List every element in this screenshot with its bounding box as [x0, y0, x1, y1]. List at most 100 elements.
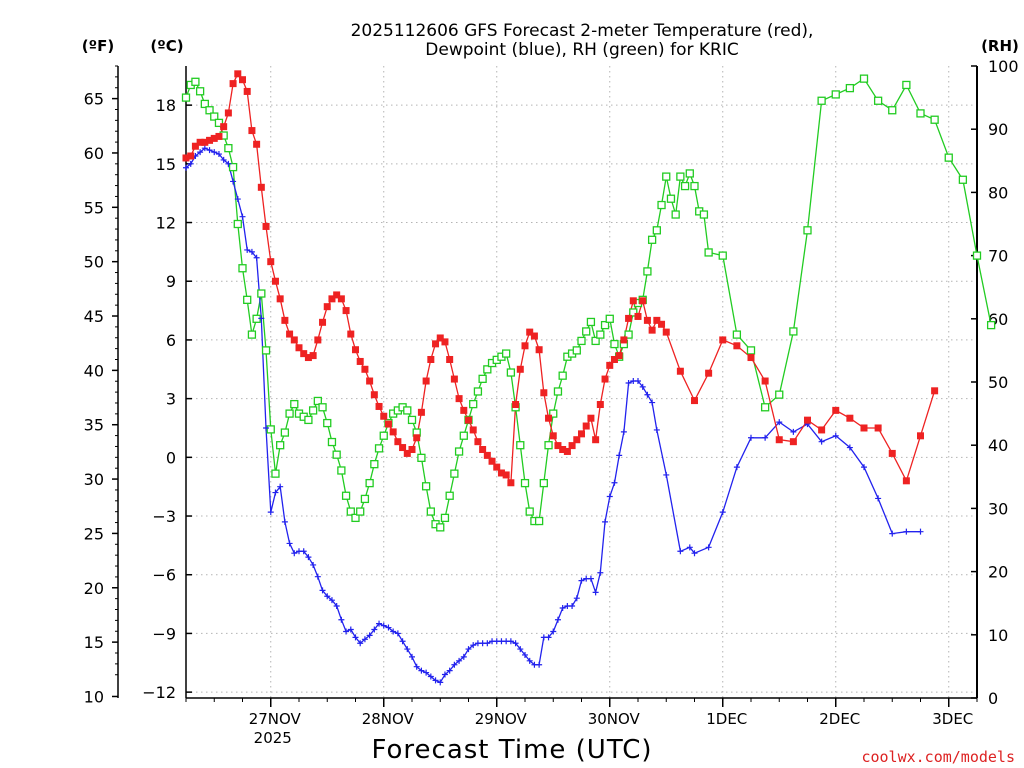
rh-point — [243, 295, 252, 304]
rh-point — [558, 371, 567, 380]
chart-title-line-2: Dewpoint (blue), RH (green) for KRIC — [425, 40, 738, 60]
rh-tick-label: 50 — [988, 373, 1008, 392]
rh-point — [341, 491, 351, 500]
fahrenheit-tick-label: 20 — [84, 579, 104, 598]
temperature-point — [328, 295, 336, 303]
rh-point — [888, 106, 897, 115]
celsius-tick-label: −6 — [152, 566, 176, 585]
dewpoint-point — [314, 573, 321, 580]
rh-point — [680, 181, 690, 191]
temperature-point — [267, 258, 275, 266]
temperature-point — [860, 424, 868, 432]
fahrenheit-unit-label: (ºF) — [82, 37, 114, 55]
day-tick-label: 28NOV — [362, 710, 415, 728]
rh-point — [280, 428, 290, 437]
rh-point — [605, 314, 614, 323]
temperature-point — [196, 138, 204, 146]
rh-point — [629, 308, 638, 317]
temperature-point — [846, 414, 854, 422]
temperature-point — [465, 416, 472, 424]
fahrenheit-tick-label: 10 — [84, 687, 104, 706]
rh-point — [318, 403, 327, 412]
temperature-point — [917, 432, 924, 440]
rh-point — [746, 346, 756, 355]
dewpoint-point — [526, 657, 533, 664]
rh-point — [285, 409, 294, 418]
temperature-point — [455, 395, 463, 403]
temperature-point — [413, 434, 421, 442]
temperature-point — [399, 444, 407, 452]
temperature-point — [187, 152, 195, 160]
temperature-point — [422, 377, 430, 385]
rh-point — [516, 441, 525, 450]
rh-point — [610, 339, 619, 349]
dewpoint-point — [371, 626, 378, 633]
temperature-point — [483, 451, 491, 459]
temperature-point — [210, 134, 218, 142]
fahrenheit-tick-label: 25 — [84, 524, 104, 543]
rh-point — [290, 399, 299, 409]
temperature-point — [662, 328, 670, 336]
rh-point — [690, 181, 699, 191]
temperature-point — [888, 449, 896, 457]
dewpoint-point — [762, 434, 769, 441]
temperature-point — [653, 316, 661, 324]
rh-point — [831, 90, 840, 99]
dewpoint-point — [333, 603, 340, 610]
dewpoint-point — [606, 493, 613, 500]
dewpoint-point — [418, 667, 425, 674]
rh-point — [436, 523, 445, 532]
temperature-point — [220, 123, 228, 131]
rh-point — [676, 172, 685, 181]
rh-point — [534, 516, 544, 526]
rh-tick-label: 10 — [988, 626, 1008, 645]
temperature-point — [733, 342, 741, 350]
dewpoint-point — [573, 595, 580, 602]
celsius-tick-label: 0 — [166, 448, 176, 467]
fahrenheit-tick-label: 40 — [84, 361, 104, 380]
dewpoint-point — [635, 378, 641, 385]
temperature-point — [610, 355, 618, 363]
dewpoint-point — [427, 673, 434, 680]
dewpoint-point — [230, 178, 237, 185]
dewpoint-point — [677, 548, 684, 555]
temperature-point — [446, 355, 454, 363]
temperature-point — [804, 416, 811, 424]
dewpoint-point — [338, 616, 345, 623]
dewpoint-point — [380, 622, 387, 629]
rh-line — [185, 77, 992, 529]
temperature-point — [394, 438, 402, 446]
source-credit[interactable]: coolwx.com/models — [861, 748, 1015, 766]
rh-tick-label: 100 — [988, 57, 1019, 76]
temperature-point — [370, 391, 378, 399]
dewpoint-point — [319, 587, 326, 594]
temperature-point — [417, 408, 425, 416]
rh-point — [210, 112, 219, 121]
rh-point — [473, 387, 483, 396]
rh-point — [817, 96, 826, 105]
rh-point — [356, 507, 365, 516]
dewpoint-point — [620, 428, 627, 435]
dewpoint-point — [409, 653, 415, 660]
rh-point — [454, 447, 464, 456]
fahrenheit-tick-label: 65 — [84, 90, 104, 109]
dewpoint-point — [691, 550, 698, 557]
temperature-point — [563, 447, 571, 455]
temperature-point — [286, 330, 294, 338]
dewpoint-point — [705, 544, 712, 551]
dewpoint-point — [244, 246, 251, 253]
temperature-point — [629, 297, 637, 305]
rh-point — [365, 478, 374, 488]
temperature-point — [592, 436, 600, 444]
rh-point — [544, 441, 553, 450]
dewpoint-point — [413, 663, 420, 670]
fahrenheit-tick-label: 15 — [84, 633, 104, 652]
temperature-point — [380, 412, 388, 420]
temperature-point — [469, 426, 477, 434]
rh-point — [261, 346, 271, 355]
dewpoint-point — [733, 464, 740, 471]
temperature-point — [262, 222, 270, 230]
rh-point — [930, 115, 939, 124]
dewpoint-point — [253, 254, 260, 261]
temperature-point — [239, 76, 246, 84]
